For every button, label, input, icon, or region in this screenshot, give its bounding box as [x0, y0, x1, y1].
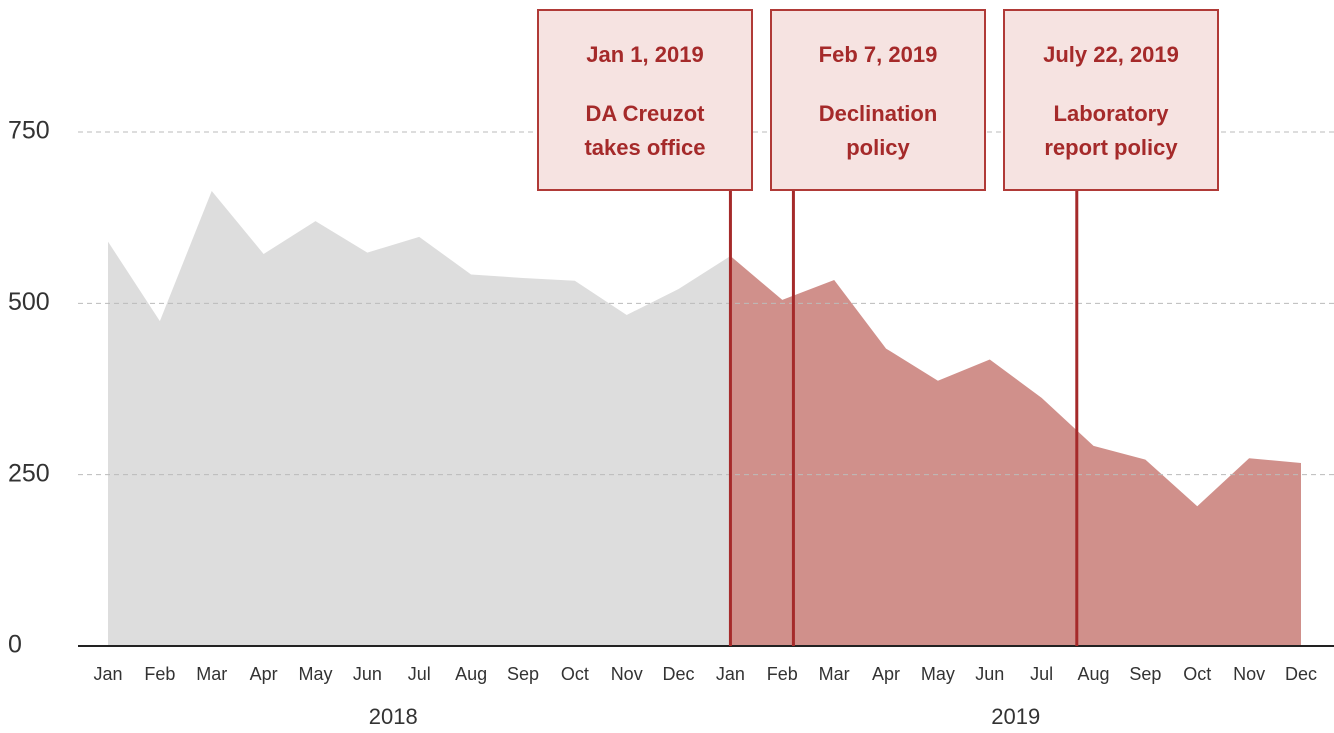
annotation: Jan 1, 2019 DA Creuzot takes office [537, 9, 753, 646]
x-tick-label: Mar [819, 664, 850, 684]
x-tick-label: Dec [1285, 664, 1317, 684]
x-tick-label: Dec [663, 664, 695, 684]
y-tick-label: 0 [8, 631, 22, 659]
x-tick-label: Feb [767, 664, 798, 684]
annotation-text: Declination [819, 101, 938, 126]
x-tick-label: Apr [250, 664, 278, 684]
x-tick-label: Jul [1030, 664, 1053, 684]
x-tick-label: Jan [93, 664, 122, 684]
annotation-text: DA Creuzot [586, 101, 706, 126]
area [108, 190, 731, 646]
annotation: Feb 7, 2019 Declination policy [770, 9, 986, 646]
annotation-text: Laboratory [1054, 101, 1170, 126]
x-tick-label: Jul [408, 664, 431, 684]
annotation-date: Feb 7, 2019 [819, 42, 938, 67]
annotation-text: report policy [1044, 135, 1178, 160]
x-tick-label: Nov [1233, 664, 1265, 684]
annotation-box [1003, 9, 1219, 191]
annotation-date: Jan 1, 2019 [586, 42, 703, 67]
y-tick-label: 750 [8, 117, 50, 145]
x-tick-label: Jun [975, 664, 1004, 684]
annotation-text: takes office [584, 135, 705, 160]
area [730, 256, 1301, 646]
x-tick-label: Sep [1129, 664, 1161, 684]
annotation-box [537, 9, 753, 191]
x-tick-label: Apr [872, 664, 900, 684]
x-tick-label: May [921, 664, 955, 684]
year-label: 2018 [369, 704, 418, 729]
x-tick-label: Jun [353, 664, 382, 684]
y-tick-label: 500 [8, 288, 50, 316]
x-tick-label: Oct [1183, 664, 1211, 684]
x-tick-label: Oct [561, 664, 589, 684]
x-tick-label: Aug [455, 664, 487, 684]
y-tick-label: 250 [8, 459, 50, 487]
year-label: 2019 [991, 704, 1040, 729]
annotation-box [770, 9, 986, 191]
annotation: July 22, 2019 Laboratory report policy [1003, 9, 1219, 646]
x-tick-label: Sep [507, 664, 539, 684]
x-tick-label: Nov [611, 664, 643, 684]
annotation-date: July 22, 2019 [1043, 42, 1179, 67]
x-tick-label: Mar [196, 664, 227, 684]
x-tick-label: Aug [1078, 664, 1110, 684]
x-tick-label: May [298, 664, 332, 684]
x-tick-label: Jan [716, 664, 745, 684]
x-tick-label: Feb [144, 664, 175, 684]
annotation-text: policy [846, 135, 910, 160]
